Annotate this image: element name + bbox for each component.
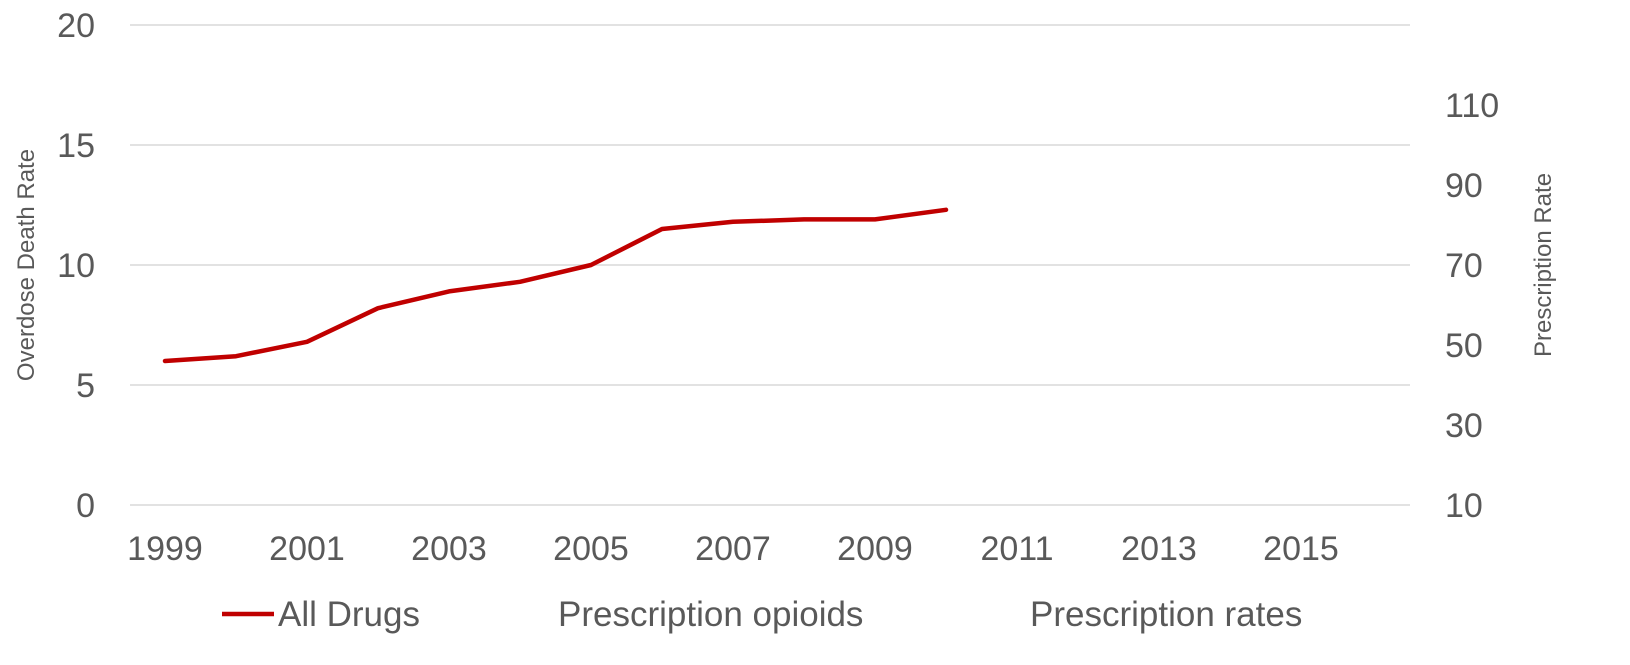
x-tick-label: 2013: [1121, 530, 1197, 568]
x-tick-label: 2011: [980, 530, 1053, 568]
y-tick-label: 0: [76, 487, 95, 525]
x-tick-label: 2009: [837, 530, 913, 568]
gridlines: [130, 24, 1410, 506]
y-tick-label: 20: [57, 7, 95, 45]
x-tick-label: 2007: [695, 530, 771, 568]
legend-label: Prescription rates: [1030, 595, 1302, 634]
x-tick-label: 1999: [127, 530, 203, 568]
legend: All Drugs Prescription opioids Prescriptio…: [222, 595, 1302, 634]
y2-tick-label: 10: [1445, 487, 1483, 525]
y2-tick-label: 90: [1445, 167, 1483, 205]
legend-label: Prescription opioids: [558, 595, 863, 634]
y2-axis-title: Prescription Rate: [1530, 173, 1557, 357]
series-line-1: [162, 207, 949, 364]
y2-tick-label: 30: [1445, 407, 1483, 445]
y2-tick-label: 50: [1445, 327, 1483, 365]
y-tick-label: 15: [57, 127, 95, 165]
x-axis-ticks: 1999 2001 2003 2005 2007 2009 2011 2013 2015: [127, 530, 1339, 568]
y-tick-label: 10: [57, 247, 95, 285]
x-tick-label: 2003: [411, 530, 487, 568]
y2-tick-label: 110: [1445, 87, 1499, 125]
y2-tick-label: 70: [1445, 247, 1483, 285]
x-tick-label: 2001: [269, 530, 345, 568]
y2-axis-ticks: 10 30 50 70 90 110: [1445, 87, 1499, 525]
x-tick-label: 2005: [553, 530, 629, 568]
y-tick-label: 5: [76, 367, 95, 405]
y-axis-ticks: 0 5 10 15 20: [57, 7, 95, 525]
x-tick-label: 2015: [1263, 530, 1339, 568]
legend-label: All Drugs: [278, 595, 420, 634]
y-axis-title: Overdose Death Rate: [13, 149, 40, 381]
series-lines: [162, 207, 949, 364]
